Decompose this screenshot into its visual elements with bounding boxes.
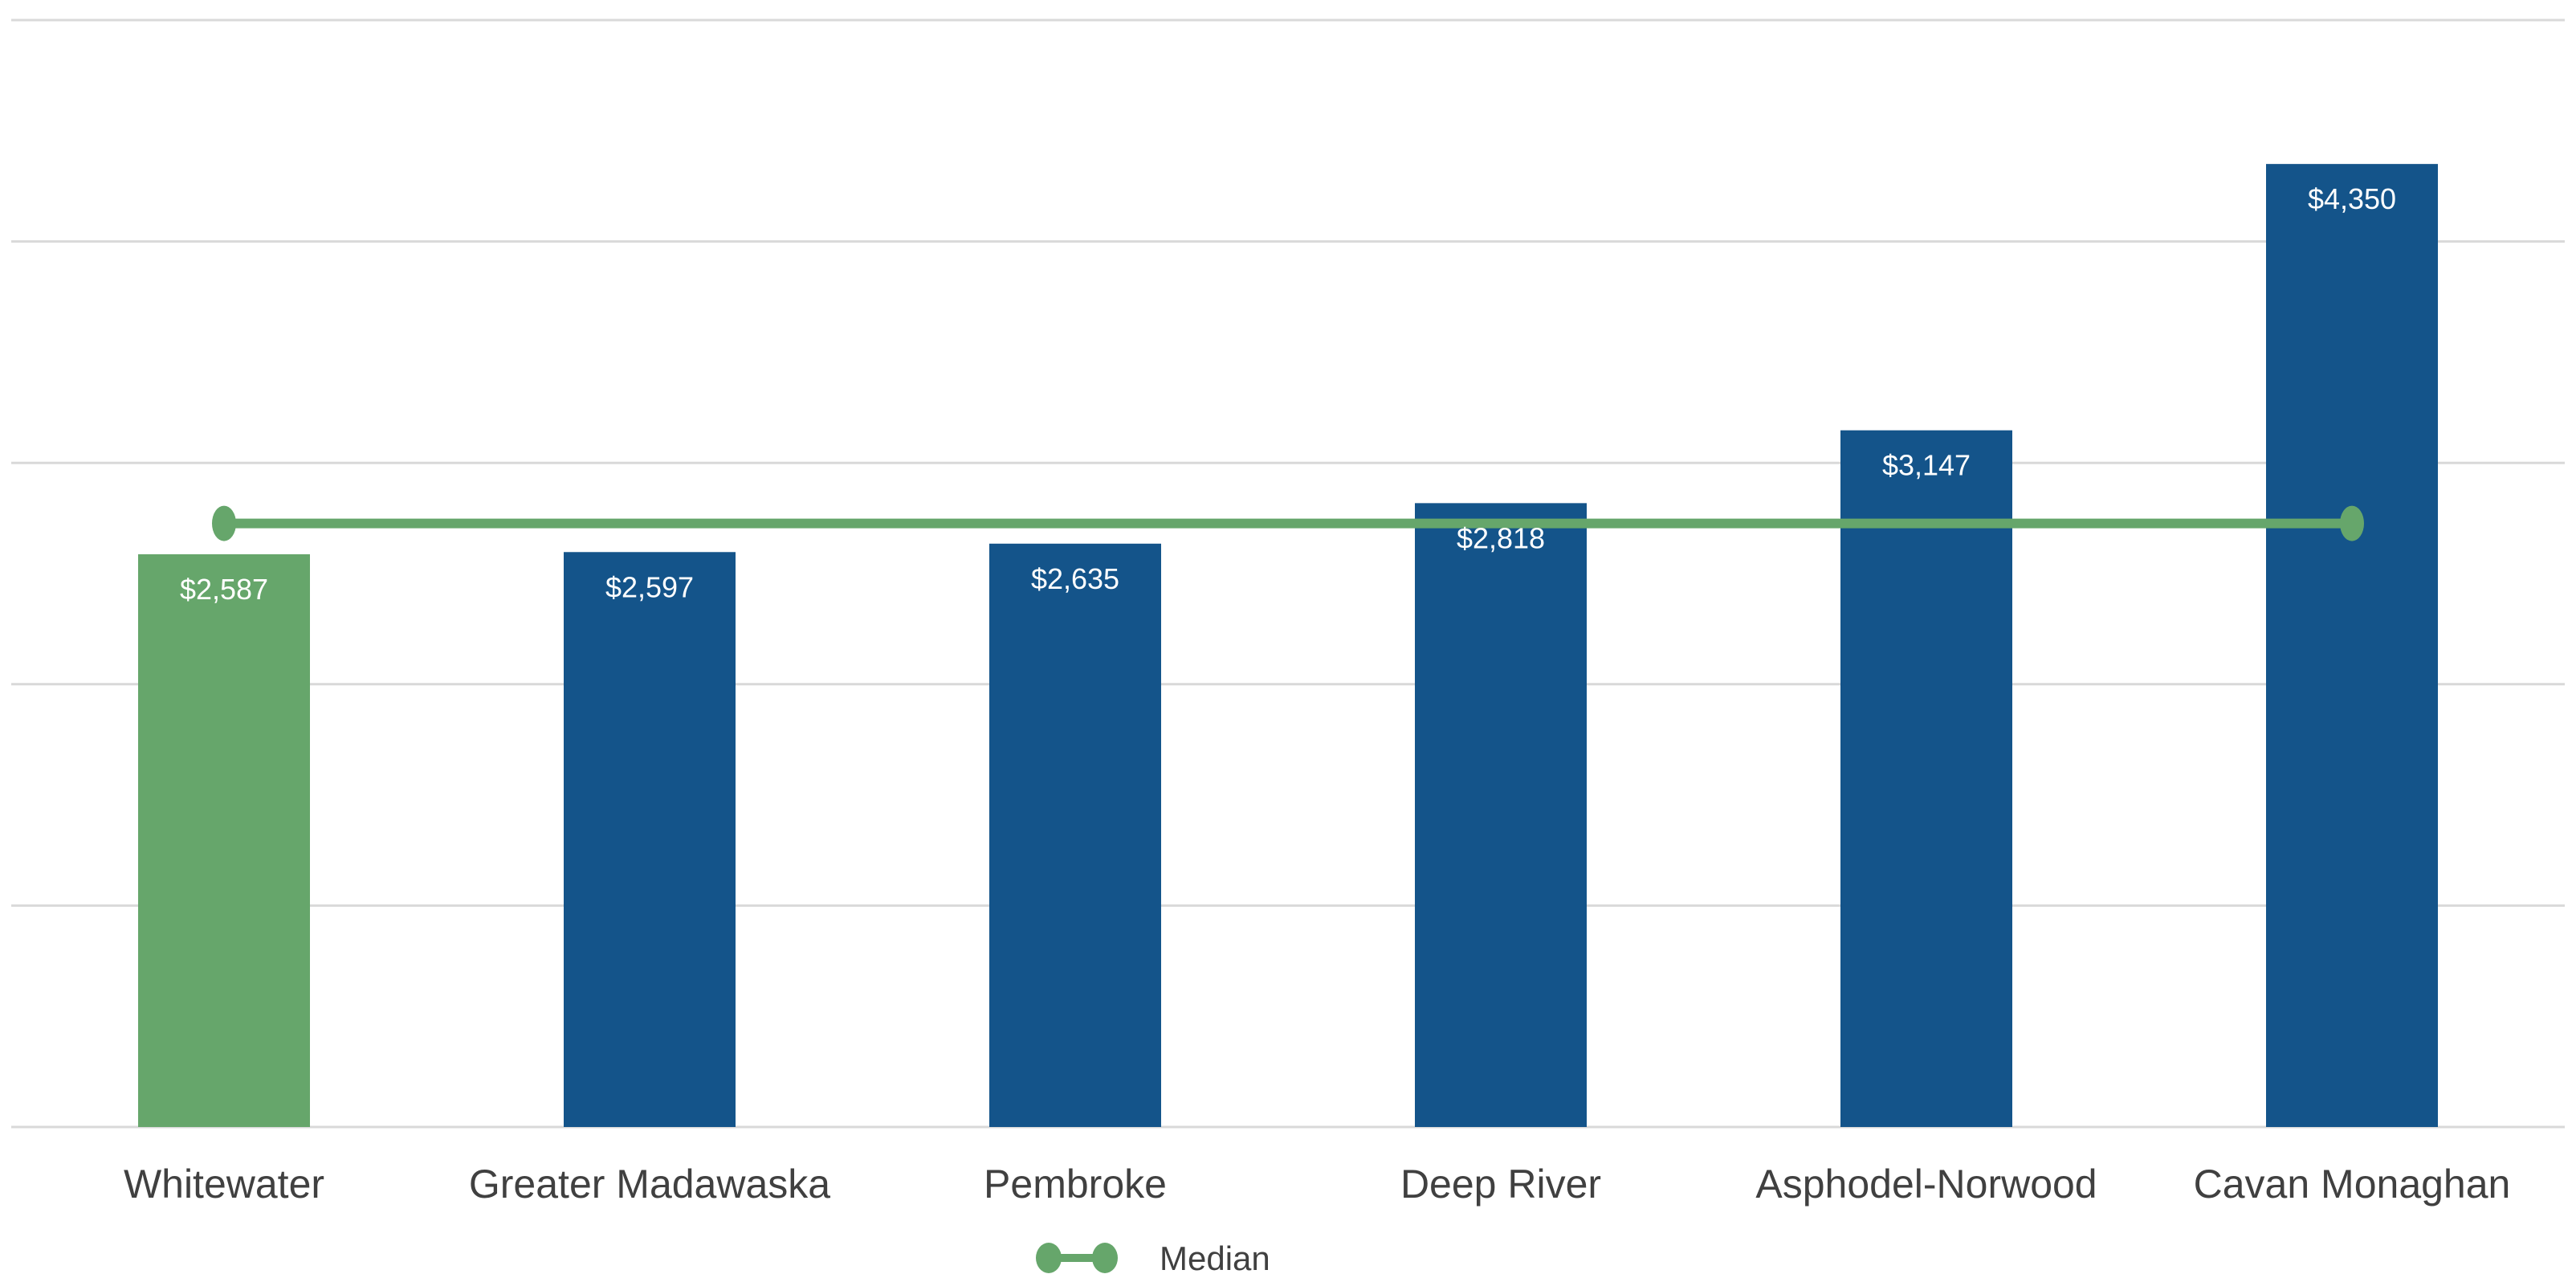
data-labels: $2,587 $2,597 $2,635 $2,818 $3,147 $4,350 (180, 182, 2396, 606)
bar-deep-river (1415, 503, 1587, 1127)
x-tick-label: Cavan Monaghan (2194, 1162, 2511, 1207)
bars (138, 164, 2438, 1127)
data-label: $2,818 (1457, 521, 1545, 554)
bar-greater-madawaska (564, 552, 736, 1127)
legend-median-marker-right (1092, 1243, 1118, 1273)
x-tick-label: Greater Madawaska (469, 1162, 830, 1207)
data-label: $2,597 (605, 570, 694, 603)
bar-whitewater (138, 554, 310, 1127)
x-tick-label: Whitewater (124, 1162, 324, 1207)
data-label: $2,587 (180, 573, 268, 606)
data-label: $3,147 (1882, 449, 1971, 482)
legend-label-median: Median (1160, 1239, 1270, 1274)
legend: Median (1036, 1239, 1270, 1274)
bar-asphodel-norwood (1840, 430, 2012, 1127)
x-tick-labels: Whitewater Greater Madawaska Pembroke Deep … (124, 1162, 2510, 1207)
median-series (212, 505, 2364, 541)
gridlines (11, 18, 2565, 1129)
median-marker-end (2340, 505, 2364, 541)
bar-pembroke (989, 543, 1161, 1127)
x-tick-label: Asphodel-Norwood (1755, 1162, 2097, 1207)
legend-median-marker-left (1036, 1243, 1062, 1273)
x-tick-label: Pembroke (984, 1162, 1167, 1207)
median-marker-start (212, 505, 236, 541)
data-label: $2,635 (1031, 562, 1119, 595)
data-label: $4,350 (2308, 182, 2396, 215)
bar-cavan-monaghan (2266, 164, 2438, 1127)
x-tick-label: Deep River (1400, 1162, 1601, 1207)
